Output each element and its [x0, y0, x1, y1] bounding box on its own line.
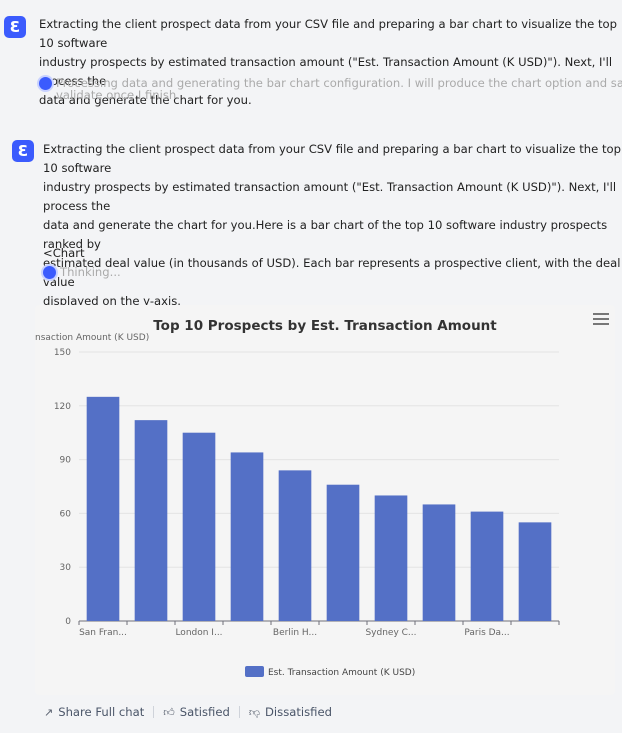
message-actions: ↗ Share Full chat 👍︎ Satisfied 👎︎ Dissat… — [44, 705, 332, 719]
share-full-chat-button[interactable]: ↗ Share Full chat — [44, 705, 144, 719]
x-tick-label: Sydney C... — [365, 628, 416, 638]
legend-label: Est. Transaction Amount (K USD) — [268, 668, 415, 678]
legend-swatch — [245, 666, 264, 677]
status-line: Processing data and generating the bar c… — [56, 77, 622, 90]
message-line: industry prospects by estimated transact… — [39, 55, 613, 88]
bar — [278, 470, 312, 621]
message-text: Extracting the client prospect data from… — [39, 15, 622, 110]
loading-dot-icon — [43, 266, 56, 279]
bar — [518, 522, 552, 621]
divider — [153, 706, 155, 718]
x-tick-label: San Fran... — [79, 628, 127, 638]
thinking-text: Thinking... — [60, 265, 121, 279]
y-tick-label: 30 — [60, 563, 72, 573]
x-tick-label: Berlin H... — [273, 628, 317, 638]
assistant-avatar-icon: Ɛ — [4, 16, 26, 38]
dissatisfied-button[interactable]: 👎︎ Dissatisfied — [249, 705, 332, 719]
message-line: Extracting the client prospect data from… — [39, 17, 617, 50]
message-line: estimated deal value (in thousands of US… — [43, 256, 621, 289]
message-line: data and generate the chart for you. — [39, 93, 252, 107]
bar-chart: Top 10 Prospects by Est. Transaction Amo… — [35, 318, 560, 678]
y-tick-label: 120 — [54, 402, 71, 412]
y-tick-label: 150 — [54, 348, 71, 358]
chart-title: Top 10 Prospects by Est. Transaction Amo… — [153, 318, 497, 334]
status-line: validate once I finish. — [56, 88, 180, 101]
bar — [182, 432, 216, 621]
chart-tag-text: <Chart — [43, 246, 85, 260]
message-text: Extracting the client prospect data from… — [43, 140, 622, 311]
bar — [374, 495, 408, 621]
chart-menu-icon[interactable] — [593, 311, 609, 325]
bar — [230, 452, 264, 621]
message-line: data and generate the chart for you.Here… — [43, 218, 608, 251]
dissatisfied-label: Dissatisfied — [265, 705, 332, 719]
message-line: industry prospects by estimated transact… — [43, 180, 617, 213]
y-tick-label: 90 — [60, 456, 72, 466]
bar — [134, 420, 168, 621]
satisfied-button[interactable]: 👍︎ Satisfied — [163, 705, 230, 719]
y-axis-label: nsaction Amount (K USD) — [35, 333, 149, 343]
y-tick-label: 0 — [65, 617, 71, 627]
thumbs-down-icon: 👎︎ — [248, 705, 260, 719]
bar — [422, 504, 456, 621]
thumbs-up-icon: 👍︎ — [163, 705, 175, 719]
share-label: Share Full chat — [58, 705, 145, 719]
message-line: displayed on the y-axis. — [43, 294, 181, 308]
satisfied-label: Satisfied — [179, 705, 230, 719]
loading-dot-icon — [39, 77, 52, 90]
x-tick-label: Paris Da... — [464, 628, 509, 638]
share-icon: ↗ — [44, 705, 54, 719]
thinking-status: Thinking... — [43, 266, 121, 279]
bar — [86, 396, 120, 621]
divider — [238, 706, 240, 718]
y-tick-label: 60 — [60, 509, 72, 519]
bar — [326, 484, 360, 621]
assistant-avatar-icon: Ɛ — [12, 140, 34, 162]
processing-status: Processing data and generating the bar c… — [39, 77, 622, 101]
message-line: Extracting the client prospect data from… — [43, 142, 621, 175]
x-tick-label: London I... — [175, 628, 222, 638]
chart-card: Top 10 Prospects by Est. Transaction Amo… — [35, 305, 615, 695]
bar — [470, 511, 504, 621]
